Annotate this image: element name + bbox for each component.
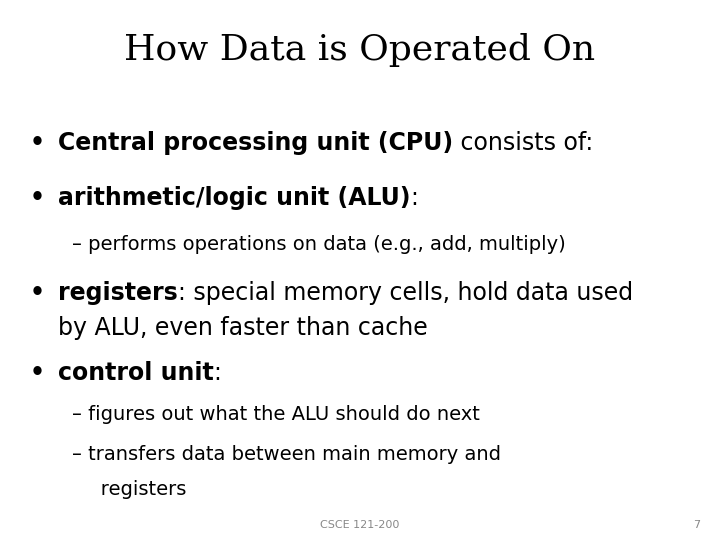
Text: How Data is Operated On: How Data is Operated On	[125, 33, 595, 67]
Text: •: •	[30, 186, 45, 210]
Text: 7: 7	[693, 520, 700, 530]
Text: : special memory cells, hold data used: : special memory cells, hold data used	[178, 281, 633, 305]
Text: consists of:: consists of:	[453, 131, 593, 155]
Text: registers: registers	[82, 480, 186, 499]
Text: – transfers data between main memory and: – transfers data between main memory and	[72, 445, 501, 464]
Text: •: •	[30, 361, 45, 385]
Text: :: :	[214, 361, 222, 385]
Text: – figures out what the ALU should do next: – figures out what the ALU should do nex…	[72, 405, 480, 424]
Text: by ALU, even faster than cache: by ALU, even faster than cache	[58, 316, 428, 340]
Text: •: •	[30, 281, 45, 305]
Text: registers: registers	[58, 281, 178, 305]
Text: arithmetic/logic unit (ALU): arithmetic/logic unit (ALU)	[58, 186, 410, 210]
Text: CSCE 121-200: CSCE 121-200	[320, 520, 400, 530]
Text: control unit: control unit	[58, 361, 214, 385]
Text: :: :	[410, 186, 418, 210]
Text: – performs operations on data (e.g., add, multiply): – performs operations on data (e.g., add…	[72, 235, 566, 254]
Text: •: •	[30, 131, 45, 155]
Text: Central processing unit (CPU): Central processing unit (CPU)	[58, 131, 453, 155]
